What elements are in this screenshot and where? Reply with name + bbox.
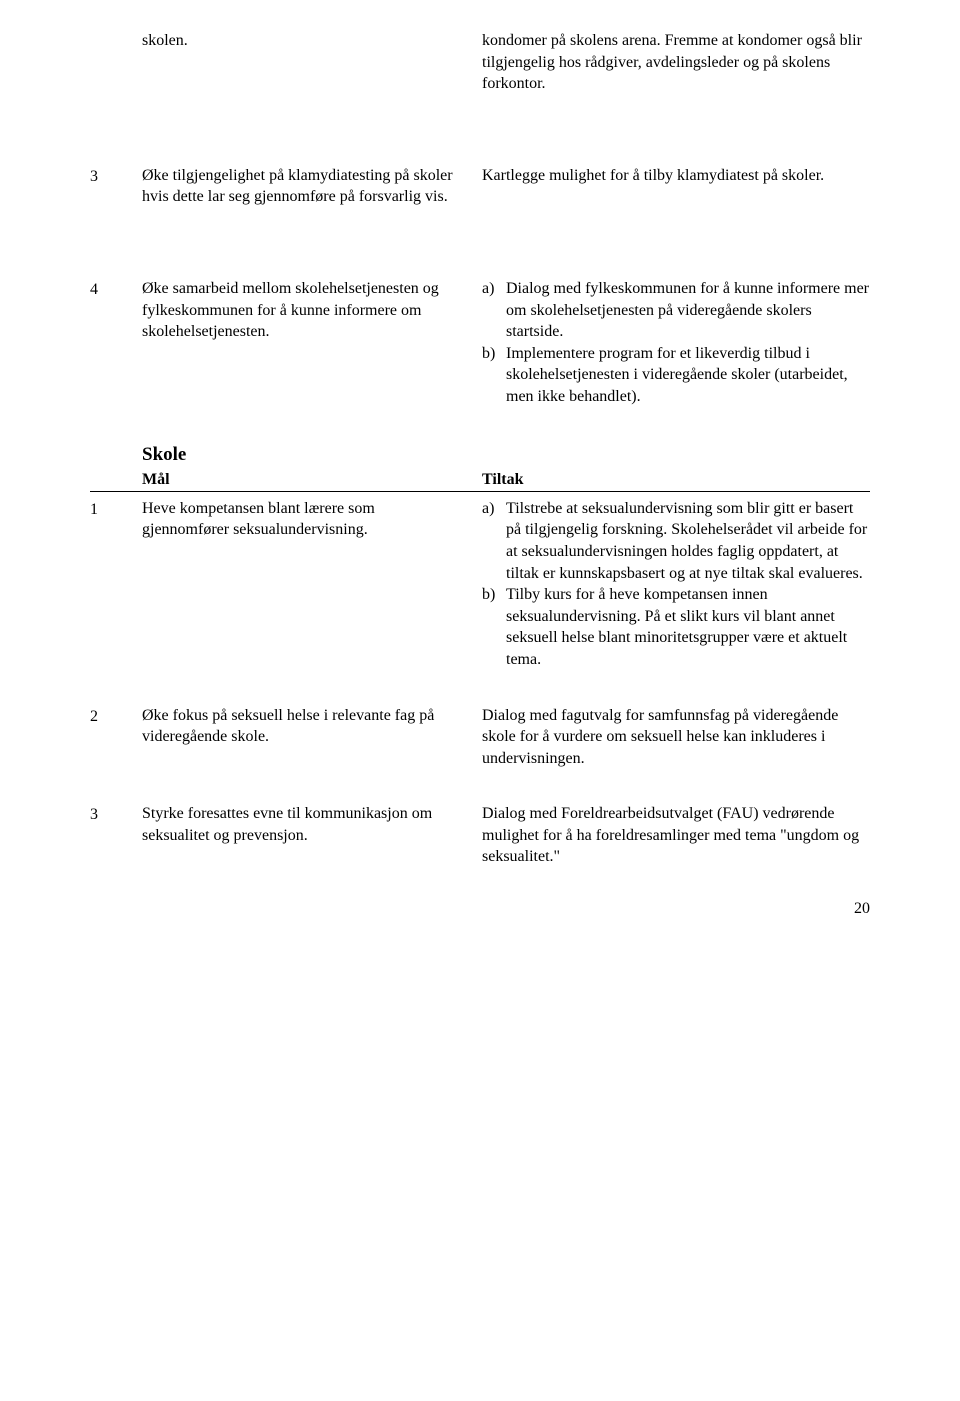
page-number: 20 <box>90 898 870 920</box>
measure-text: Dialog med fagutvalg for samfunnsfag på … <box>482 705 870 770</box>
goal-text: Heve kompetansen blant lærere som gjenno… <box>142 498 482 671</box>
list-item: b) Tilby kurs for å heve kompetansen inn… <box>482 584 870 670</box>
measure-list: a) Dialog med fylkeskommunen for å kunne… <box>482 278 870 408</box>
header-spacer <box>90 469 142 491</box>
row-s2-1: 1 Heve kompetansen blant lærere som gjen… <box>90 498 870 671</box>
measure-list: a) Tilstrebe at seksualundervisning som … <box>482 498 870 671</box>
list-letter: b) <box>482 343 506 408</box>
goal-text: Øke samarbeid mellom skolehelsetjenesten… <box>142 278 482 408</box>
goal-text: Øke tilgjengelighet på klamydiatesting p… <box>142 165 482 208</box>
header-measure: Tiltak <box>482 469 870 491</box>
list-text: Tilstrebe at seksualundervisning som bli… <box>506 498 870 584</box>
list-text: Tilby kurs for å heve kompetansen innen … <box>506 584 870 670</box>
table-header: Mål Tiltak <box>90 469 870 492</box>
list-letter: a) <box>482 498 506 584</box>
row-number: 1 <box>90 498 142 671</box>
row-s2-2: 2 Øke fokus på seksuell helse i relevant… <box>90 705 870 770</box>
row-number: 2 <box>90 705 142 770</box>
row-number: 3 <box>90 165 142 208</box>
row-s2-3: 3 Styrke foresattes evne til kommunikasj… <box>90 803 870 868</box>
section-title: Skole <box>90 442 870 468</box>
list-letter: b) <box>482 584 506 670</box>
row-number <box>90 30 142 95</box>
list-item: b) Implementere program for et likeverdi… <box>482 343 870 408</box>
row-continuation: skolen. kondomer på skolens arena. Fremm… <box>90 30 870 95</box>
measure-text: kondomer på skolens arena. Fremme at kon… <box>482 30 870 95</box>
list-item: a) Tilstrebe at seksualundervisning som … <box>482 498 870 584</box>
goal-text: skolen. <box>142 30 482 95</box>
measure-text: Dialog med Foreldrearbeidsutvalget (FAU)… <box>482 803 870 868</box>
list-item: a) Dialog med fylkeskommunen for å kunne… <box>482 278 870 343</box>
list-text: Implementere program for et likeverdig t… <box>506 343 870 408</box>
list-text: Dialog med fylkeskommunen for å kunne in… <box>506 278 870 343</box>
row-4: 4 Øke samarbeid mellom skolehelsetjenest… <box>90 278 870 408</box>
row-number: 3 <box>90 803 142 868</box>
row-number: 4 <box>90 278 142 408</box>
measure-text: Kartlegge mulighet for å tilby klamydiat… <box>482 165 870 208</box>
goal-text: Øke fokus på seksuell helse i relevante … <box>142 705 482 770</box>
list-letter: a) <box>482 278 506 343</box>
goal-text: Styrke foresattes evne til kommunikasjon… <box>142 803 482 868</box>
header-goal: Mål <box>142 469 482 491</box>
row-3: 3 Øke tilgjengelighet på klamydiatesting… <box>90 165 870 208</box>
